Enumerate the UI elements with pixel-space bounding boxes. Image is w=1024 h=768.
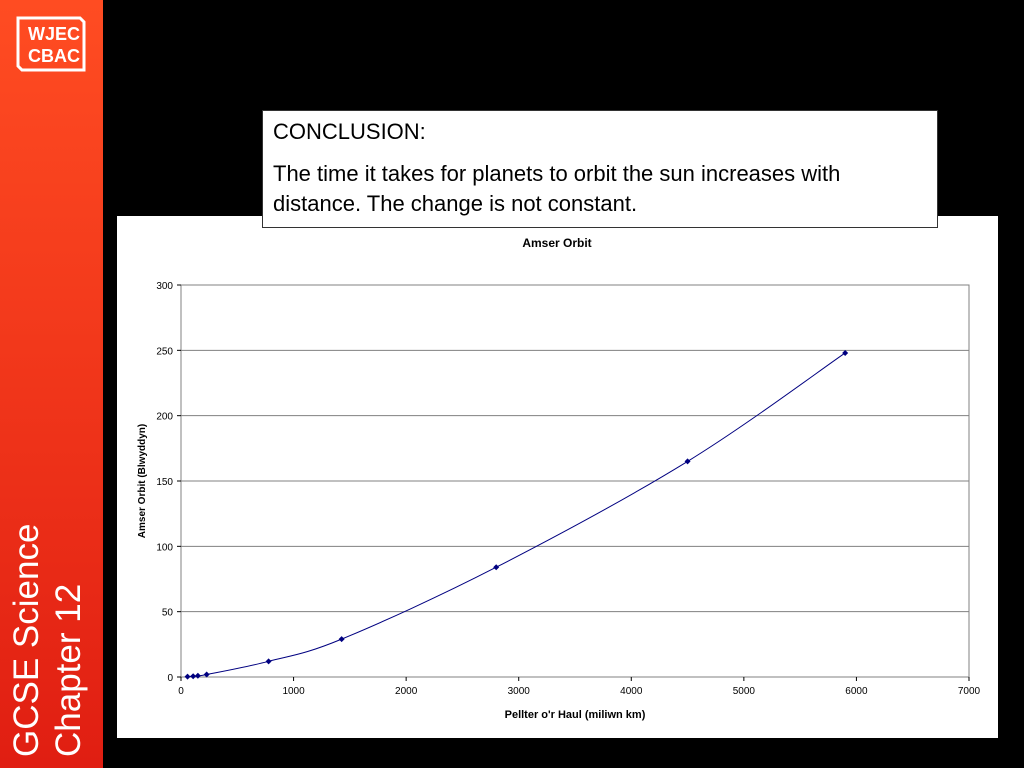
course-title: GCSE Science Chapter 12 — [6, 524, 90, 757]
y-axis-ticks: 0 50 100 150 200 250 300 — [156, 281, 181, 684]
x-tick-label-0: 0 — [178, 686, 184, 697]
x-axis-label: Pellter o'r Haul (miliwn km) — [505, 709, 646, 721]
chart-title: Amser Orbit — [522, 236, 591, 250]
x-axis-ticks: 0 1000 2000 3000 4000 5000 6000 7000 — [178, 677, 981, 697]
x-tick-label-2: 2000 — [395, 686, 418, 697]
data-point-5 — [338, 636, 345, 643]
data-points — [184, 349, 849, 680]
x-tick-label-1: 1000 — [282, 686, 305, 697]
orbit-chart: Amser Orbit 0 50 100 150 200 250 300 0 1000 2000… — [137, 236, 981, 721]
x-tick-label-5: 5000 — [733, 686, 756, 697]
y-axis-label: Amser Orbit (Blwyddyn) — [137, 424, 148, 538]
y-tick-label-3: 150 — [156, 477, 173, 488]
conclusion-box: CONCLUSION: The time it takes for planet… — [262, 110, 938, 228]
y-tick-label-0: 0 — [167, 673, 173, 684]
logo-line1: WJEC — [28, 24, 80, 44]
y-tick-label-1: 50 — [162, 608, 174, 619]
x-tick-label-3: 3000 — [508, 686, 531, 697]
course-title-line1: GCSE Science — [7, 523, 46, 757]
logo-line2: CBAC — [28, 46, 80, 66]
data-point-8 — [842, 349, 849, 356]
conclusion-text: The time it takes for planets to orbit t… — [273, 161, 841, 216]
course-title-line2: Chapter 12 — [49, 583, 88, 757]
data-point-1 — [190, 673, 197, 680]
conclusion-heading: CONCLUSION: — [273, 119, 426, 144]
x-tick-label-6: 6000 — [845, 686, 868, 697]
data-point-0 — [184, 673, 191, 680]
wjec-cbac-logo: WJEC CBAC — [16, 16, 86, 72]
data-point-3 — [203, 671, 210, 678]
y-tick-label-2: 100 — [156, 542, 173, 553]
chart-gridlines — [181, 349, 969, 613]
x-tick-label-4: 4000 — [620, 686, 643, 697]
chart-panel: Amser Orbit 0 50 100 150 200 250 300 0 1000 2000… — [117, 216, 998, 738]
y-tick-label-5: 250 — [156, 346, 173, 357]
data-point-2 — [194, 672, 201, 679]
sidebar-band: WJEC CBAC GCSE Science Chapter 12 — [0, 0, 103, 768]
data-point-6 — [493, 564, 500, 571]
series-line — [187, 352, 846, 678]
y-tick-label-4: 200 — [156, 412, 173, 423]
x-tick-label-7: 7000 — [958, 686, 981, 697]
y-tick-label-6: 300 — [156, 281, 173, 292]
data-point-7 — [684, 458, 691, 465]
data-point-4 — [265, 658, 272, 665]
